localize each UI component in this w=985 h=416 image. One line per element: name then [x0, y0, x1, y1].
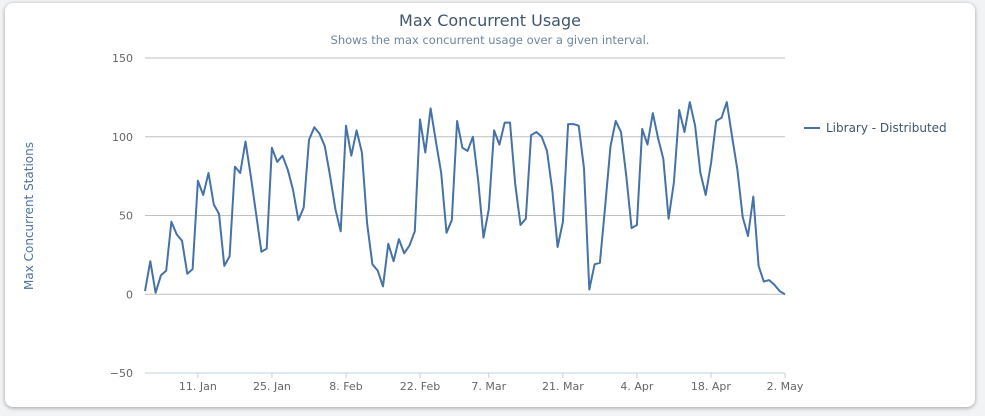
plot-area — [144, 101, 786, 296]
x-tick-label: 18. Apr — [691, 380, 731, 393]
series-line — [144, 101, 786, 296]
y-tick-label: 150 — [112, 52, 133, 65]
y-axis-ticks: −50 0 50 100 150 — [110, 52, 133, 380]
legend[interactable]: Library - Distributed — [804, 121, 947, 135]
y-axis-label: Max Concurrent Stations — [22, 142, 36, 290]
x-tick-label: 22. Feb — [400, 380, 440, 393]
x-tick-label: 8. Feb — [329, 380, 362, 393]
x-tick-label: 21. Mar — [542, 380, 584, 393]
x-tick-label: 4. Apr — [620, 380, 653, 393]
x-tick-label: 2. May — [767, 380, 804, 393]
y-tick-label: 50 — [119, 210, 133, 223]
chart-subtitle: Shows the max concurrent usage over a gi… — [330, 33, 650, 47]
chart-title: Max Concurrent Usage — [399, 11, 581, 30]
legend-item-label: Library - Distributed — [826, 121, 947, 135]
y-tick-label: 100 — [112, 131, 133, 144]
y-tick-label: −50 — [110, 367, 133, 380]
y-tick-label: 0 — [126, 288, 133, 301]
x-tick-label: 11. Jan — [179, 380, 217, 393]
x-tick-label: 7. Mar — [471, 380, 506, 393]
x-tick-label: 25. Jan — [253, 380, 291, 393]
x-axis: 11. Jan 25. Jan 8. Feb 22. Feb 7. Mar 21. Mar… — [145, 372, 804, 393]
